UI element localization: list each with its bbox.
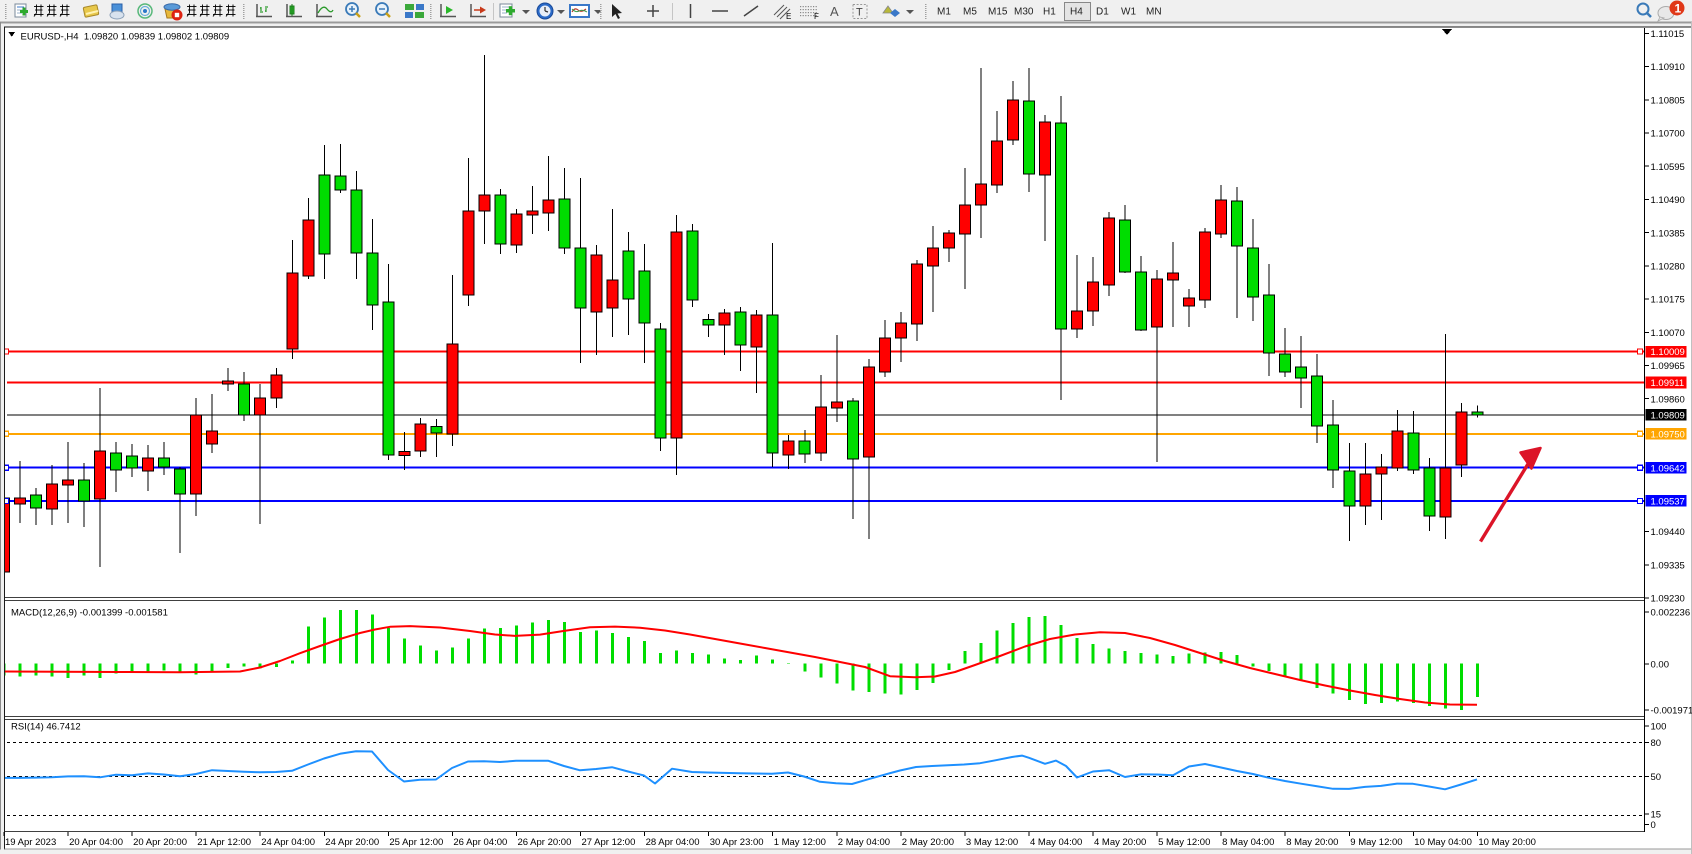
svg-text:1.09335: 1.09335 (1651, 560, 1685, 571)
svg-text:1.10070: 1.10070 (1651, 328, 1685, 339)
svg-text:25 Apr 12:00: 25 Apr 12:00 (389, 837, 443, 848)
svg-text:E: E (786, 12, 791, 21)
svg-text:50: 50 (1651, 772, 1662, 783)
svg-text:M5: M5 (963, 7, 977, 18)
svg-text:9 May 12:00: 9 May 12:00 (1350, 837, 1402, 848)
svg-text:M15: M15 (988, 7, 1008, 18)
svg-text:MACD(12,26,9) -0.001399 -0.001: MACD(12,26,9) -0.001399 -0.001581 (11, 608, 168, 619)
svg-text:-0.001971: -0.001971 (1651, 706, 1692, 717)
svg-text:15: 15 (1651, 810, 1662, 821)
svg-text:A: A (830, 4, 839, 19)
svg-text:2 May 04:00: 2 May 04:00 (838, 837, 890, 848)
svg-text:1.10490: 1.10490 (1651, 195, 1685, 206)
svg-text:MN: MN (1146, 7, 1162, 18)
svg-text:10 May 04:00: 10 May 04:00 (1414, 837, 1472, 848)
svg-text:1.10280: 1.10280 (1651, 262, 1685, 273)
svg-text:5 May 12:00: 5 May 12:00 (1158, 837, 1210, 848)
svg-text:27 Apr 12:00: 27 Apr 12:00 (582, 837, 636, 848)
svg-text:1.09642: 1.09642 (1651, 463, 1685, 474)
svg-text:19 Apr 2023: 19 Apr 2023 (5, 837, 56, 848)
svg-text:20 Apr 04:00: 20 Apr 04:00 (69, 837, 123, 848)
svg-text:26 Apr 04:00: 26 Apr 04:00 (453, 837, 507, 848)
svg-text:1.09230: 1.09230 (1651, 594, 1685, 605)
svg-text:1.10385: 1.10385 (1651, 228, 1685, 239)
svg-text:H4: H4 (1070, 7, 1083, 18)
svg-text:1.10175: 1.10175 (1651, 295, 1685, 306)
svg-text:8 May 20:00: 8 May 20:00 (1286, 837, 1338, 848)
svg-text:1.10009: 1.10009 (1651, 347, 1685, 358)
svg-text:100: 100 (1651, 722, 1667, 733)
svg-text:2 May 20:00: 2 May 20:00 (902, 837, 954, 848)
svg-text:80: 80 (1651, 738, 1662, 749)
svg-text:1.09537: 1.09537 (1651, 497, 1685, 508)
svg-text:W1: W1 (1121, 7, 1136, 18)
svg-text:1: 1 (1675, 2, 1682, 16)
svg-text:8 May 04:00: 8 May 04:00 (1222, 837, 1274, 848)
svg-text:1.09750: 1.09750 (1651, 429, 1685, 440)
svg-text:4 May 20:00: 4 May 20:00 (1094, 837, 1146, 848)
svg-text:1.09440: 1.09440 (1651, 527, 1685, 538)
svg-text:10 May 20:00: 10 May 20:00 (1478, 837, 1536, 848)
svg-text:0: 0 (1651, 820, 1656, 831)
svg-text:1.10805: 1.10805 (1651, 95, 1685, 106)
svg-text:20 Apr 20:00: 20 Apr 20:00 (133, 837, 187, 848)
svg-text:24 Apr 04:00: 24 Apr 04:00 (261, 837, 315, 848)
svg-text:1.10700: 1.10700 (1651, 129, 1685, 140)
svg-text:D1: D1 (1096, 7, 1109, 18)
svg-text:1.11015: 1.11015 (1651, 29, 1685, 40)
svg-text:T: T (856, 7, 863, 19)
svg-text:1.09965: 1.09965 (1651, 361, 1685, 372)
svg-text:4 May 04:00: 4 May 04:00 (1030, 837, 1082, 848)
svg-text:1.09809: 1.09809 (1651, 410, 1685, 421)
svg-text:24 Apr 20:00: 24 Apr 20:00 (325, 837, 379, 848)
svg-text:1.10910: 1.10910 (1651, 62, 1685, 73)
svg-text:21 Apr 12:00: 21 Apr 12:00 (197, 837, 251, 848)
svg-text:0.002236: 0.002236 (1651, 608, 1691, 619)
svg-text:0.00: 0.00 (1651, 660, 1670, 671)
svg-text:1.09911: 1.09911 (1651, 378, 1685, 389)
svg-text:H1: H1 (1043, 7, 1056, 18)
svg-text:RSI(14) 46.7412: RSI(14) 46.7412 (11, 722, 81, 733)
svg-text:EURUSD-,H4 1.09820 1.09839 1.: EURUSD-,H4 1.09820 1.09839 1.09802 1.098… (21, 32, 230, 43)
svg-text:3 May 12:00: 3 May 12:00 (966, 837, 1018, 848)
svg-text:1.10595: 1.10595 (1651, 162, 1685, 173)
svg-text:M30: M30 (1014, 7, 1034, 18)
svg-text:M1: M1 (937, 7, 951, 18)
svg-text:28 Apr 04:00: 28 Apr 04:00 (646, 837, 700, 848)
svg-text:1 May 12:00: 1 May 12:00 (774, 837, 826, 848)
svg-text:26 Apr 20:00: 26 Apr 20:00 (518, 837, 572, 848)
svg-text:1.09860: 1.09860 (1651, 394, 1685, 405)
svg-text:30 Apr 23:00: 30 Apr 23:00 (710, 837, 764, 848)
svg-text:F: F (814, 12, 819, 21)
